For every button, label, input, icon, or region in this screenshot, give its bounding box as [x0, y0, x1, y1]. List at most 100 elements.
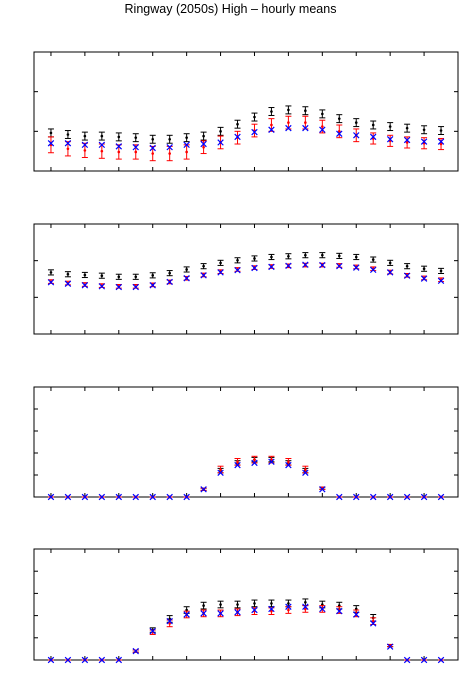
x-marker	[369, 266, 377, 274]
data-point	[47, 128, 54, 138]
x-marker	[437, 277, 445, 285]
data-marker	[202, 145, 205, 149]
x-marker	[420, 656, 428, 664]
data-series	[47, 458, 445, 501]
data-point	[115, 493, 123, 501]
data-point	[285, 262, 292, 270]
data-point	[149, 493, 156, 501]
x-marker	[268, 263, 275, 271]
data-marker	[168, 137, 171, 141]
data-marker	[202, 134, 205, 138]
data-series	[47, 456, 445, 499]
data-marker	[439, 129, 443, 132]
x-marker	[200, 610, 207, 617]
x-marker	[386, 493, 394, 501]
data-point	[420, 493, 428, 501]
data-point	[336, 493, 343, 501]
data-point	[166, 143, 173, 151]
data-point	[319, 119, 326, 134]
data-point	[251, 128, 258, 136]
data-point	[183, 493, 190, 501]
x-marker	[437, 493, 445, 501]
data-point	[217, 126, 224, 136]
data-point	[336, 606, 343, 614]
data-point	[369, 620, 377, 627]
data-point	[336, 114, 343, 124]
data-marker	[66, 133, 70, 136]
data-marker	[270, 609, 273, 613]
data-point	[200, 263, 207, 270]
data-point	[370, 132, 377, 145]
data-point	[217, 139, 224, 146]
data-point	[302, 469, 309, 477]
data-point	[319, 605, 326, 613]
data-marker	[388, 125, 392, 128]
data-point	[268, 458, 275, 466]
chart-panel	[33, 386, 459, 501]
data-point	[386, 269, 394, 276]
data-point	[98, 272, 105, 279]
data-marker	[354, 121, 358, 124]
x-marker	[336, 262, 343, 270]
x-marker	[115, 656, 123, 664]
data-point	[403, 272, 411, 279]
data-point	[268, 605, 275, 613]
data-point	[149, 134, 156, 144]
data-point	[217, 610, 224, 617]
data-point	[115, 132, 122, 142]
data-point	[268, 253, 275, 261]
x-marker	[98, 493, 106, 501]
x-marker	[81, 282, 89, 289]
x-marker	[319, 605, 326, 613]
data-point	[200, 610, 207, 617]
data-marker	[49, 271, 53, 274]
data-point	[438, 267, 445, 274]
data-point	[437, 138, 445, 145]
data-point	[353, 493, 360, 501]
x-marker	[183, 493, 190, 501]
data-point	[166, 493, 173, 501]
data-marker	[168, 622, 171, 625]
data-series	[47, 603, 445, 664]
x-marker	[319, 486, 326, 493]
data-point	[403, 136, 411, 144]
x-marker	[81, 493, 89, 501]
data-point	[234, 133, 241, 141]
data-point	[268, 126, 275, 133]
x-marker	[369, 493, 377, 501]
x-marker	[302, 469, 309, 477]
data-marker	[321, 125, 324, 128]
data-point	[98, 493, 106, 501]
data-point	[166, 617, 173, 625]
data-marker	[83, 134, 87, 138]
data-point	[302, 605, 309, 613]
x-marker	[420, 493, 428, 501]
data-series	[47, 124, 445, 152]
data-point	[132, 143, 139, 151]
data-marker	[287, 608, 290, 612]
data-marker	[236, 259, 239, 262]
x-marker	[302, 124, 309, 132]
data-point	[98, 656, 106, 664]
data-point	[115, 656, 123, 664]
data-point	[81, 493, 89, 501]
chart-panel	[33, 548, 459, 664]
data-point	[47, 279, 55, 286]
data-point	[336, 130, 343, 137]
data-point	[386, 643, 394, 650]
x-marker	[437, 138, 445, 145]
data-point	[285, 115, 292, 130]
x-marker	[132, 647, 139, 655]
x-marker	[183, 141, 190, 149]
x-marker	[217, 269, 224, 276]
x-marker	[47, 656, 55, 664]
data-point	[217, 269, 224, 276]
data-point	[234, 461, 241, 469]
data-point	[302, 106, 309, 116]
data-point	[353, 132, 360, 139]
data-point	[403, 493, 411, 501]
data-point	[200, 272, 207, 279]
x-marker	[420, 138, 428, 145]
data-point	[132, 493, 139, 501]
